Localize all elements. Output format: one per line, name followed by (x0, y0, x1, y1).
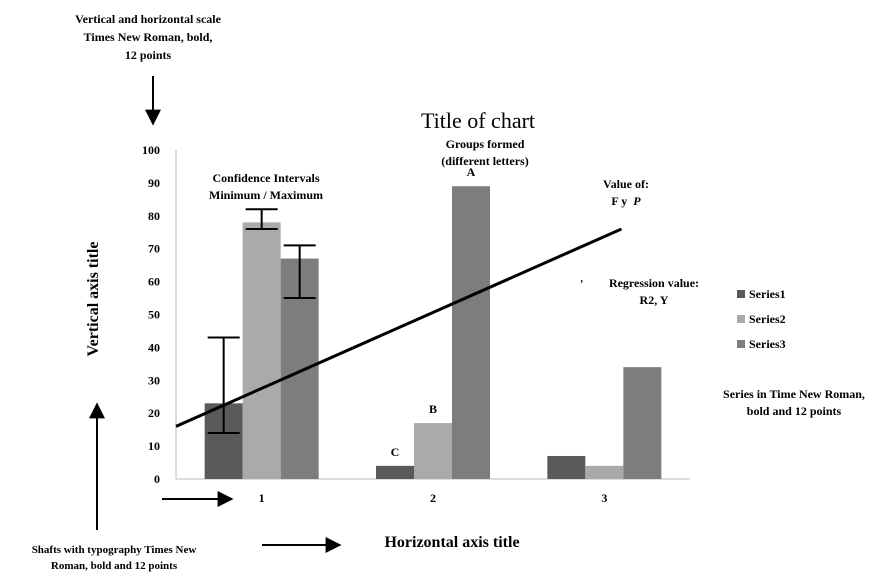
error-bars (207, 208, 316, 434)
value-note-fy: F y (611, 194, 627, 208)
legend-swatch-series2 (737, 315, 745, 323)
bar-series3-cat-2 (452, 186, 490, 479)
scale-note-line-1: Vertical and horizontal scale (75, 12, 222, 26)
y-tick-label: 100 (142, 143, 160, 157)
x-tick-label: 1 (259, 491, 265, 505)
error-bar (283, 244, 316, 300)
y-tick-label: 0 (154, 472, 160, 486)
regression-note-line-1: Regression value: (609, 276, 699, 290)
y-tick-label: 70 (148, 242, 160, 256)
y-tick-label: 50 (148, 308, 160, 322)
series-note-line-1: Series in Time New Roman, (723, 387, 865, 401)
bar-series3-cat-3 (623, 367, 662, 479)
y-tick-label: 40 (148, 340, 160, 354)
shafts-note-line-2: Roman, bold and 12 points (51, 560, 178, 572)
scale-note-line-3: 12 points (125, 48, 172, 62)
value-note-p: P (633, 194, 641, 208)
y-tick-label: 30 (148, 373, 160, 387)
group-letter: A (467, 165, 476, 179)
groups-note-line-2: (different letters) (441, 154, 528, 168)
y-tick-label: 10 (148, 439, 160, 453)
legend-label-series2: Series2 (749, 312, 786, 326)
series-note-line-2: bold and 12 points (747, 404, 842, 418)
groups-note-line-1: Groups formed (446, 137, 525, 151)
chart-title: Title of chart (421, 108, 535, 133)
legend: Series1 Series2 Series3 (737, 287, 786, 351)
error-bar (207, 336, 240, 434)
value-note-line-2: F y P (611, 194, 641, 208)
x-axis-title: Horizontal axis title (384, 534, 519, 551)
bar-series1-cat-2 (376, 465, 414, 479)
shafts-note-line-1: Shafts with typography Times New (32, 544, 197, 556)
bar-series2-cat-3 (585, 465, 624, 479)
x-tick-labels: 1 2 3 (259, 491, 608, 505)
y-tick-labels: 0 10 20 30 40 50 60 70 80 90 100 (142, 143, 160, 486)
ci-note-line-1: Confidence Intervals (213, 171, 320, 185)
ci-note-line-2: Minimum / Maximum (209, 188, 323, 202)
regression-trendline (175, 227, 623, 428)
group-letter: C (391, 445, 400, 459)
legend-swatch-series1 (737, 290, 745, 298)
bar-series2-cat-2 (414, 423, 452, 479)
y-axis-title: Vertical axis title (85, 242, 102, 357)
error-bar (245, 208, 278, 230)
legend-label-series1: Series1 (749, 287, 786, 301)
regression-note-line-2: R2, Y (640, 293, 669, 307)
legend-swatch-series3 (737, 340, 745, 348)
legend-label-series3: Series3 (749, 337, 786, 351)
x-tick-label: 2 (430, 491, 436, 505)
group-letters: C B A (391, 165, 476, 459)
regression-dot: ’ (580, 279, 583, 290)
x-tick-label: 3 (601, 491, 607, 505)
group-letter: B (429, 402, 437, 416)
y-tick-label: 20 (148, 406, 160, 420)
y-tick-label: 90 (148, 176, 160, 190)
y-tick-label: 80 (148, 209, 160, 223)
y-tick-label: 60 (148, 275, 160, 289)
bar-series2-cat-1 (242, 222, 281, 479)
bar-series1-cat-3 (547, 455, 586, 479)
scale-note-line-2: Times New Roman, bold, (84, 30, 213, 44)
value-note-line-1: Value of: (603, 177, 649, 191)
bars (204, 186, 662, 479)
